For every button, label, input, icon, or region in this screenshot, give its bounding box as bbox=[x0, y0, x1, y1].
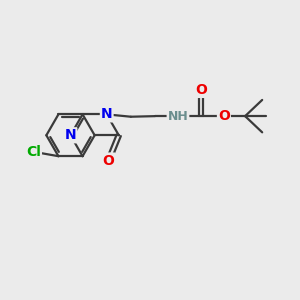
Text: O: O bbox=[218, 109, 230, 123]
Text: O: O bbox=[103, 154, 114, 167]
Text: N: N bbox=[101, 107, 112, 122]
Text: Cl: Cl bbox=[26, 145, 41, 159]
Text: N: N bbox=[65, 128, 76, 142]
Text: O: O bbox=[195, 83, 207, 97]
Text: NH: NH bbox=[168, 110, 188, 123]
